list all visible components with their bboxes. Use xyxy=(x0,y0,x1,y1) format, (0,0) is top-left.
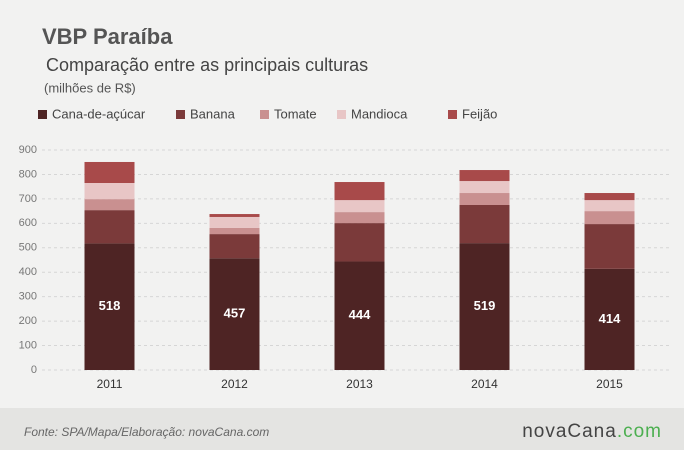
value-label: 457 xyxy=(224,306,246,321)
bar-segment xyxy=(334,182,385,201)
bar-segment xyxy=(584,193,635,201)
bar-segment xyxy=(334,261,385,370)
bar-segment xyxy=(584,268,635,370)
chart-title: VBP Paraíba xyxy=(42,24,173,49)
bar-segment xyxy=(584,211,635,225)
bar-segment xyxy=(459,170,510,182)
y-tick-label: 0 xyxy=(31,364,37,376)
legend-label: Mandioca xyxy=(351,106,408,121)
bar-segment xyxy=(584,224,635,269)
y-tick-label: 600 xyxy=(19,217,37,229)
x-tick-label: 2015 xyxy=(596,377,623,391)
logo-part: .com xyxy=(617,421,662,442)
y-tick-label: 200 xyxy=(19,315,37,327)
legend-label: Cana-de-açúcar xyxy=(52,106,146,121)
bar-segment xyxy=(84,243,135,370)
y-tick-label: 800 xyxy=(19,168,37,180)
y-tick-label: 300 xyxy=(19,291,37,303)
legend-label: Tomate xyxy=(274,106,317,121)
bar-segment xyxy=(84,161,135,183)
legend-label: Feijão xyxy=(462,106,497,121)
footer-band xyxy=(0,408,684,450)
bar-segment xyxy=(209,214,260,217)
bar-segment xyxy=(209,216,260,228)
y-tick-label: 100 xyxy=(19,339,37,351)
legend-swatch xyxy=(176,110,185,119)
x-tick-label: 2014 xyxy=(471,377,498,391)
legend-swatch xyxy=(448,110,457,119)
legend-swatch xyxy=(260,110,269,119)
chart-subtitle: Comparação entre as principais culturas xyxy=(46,55,368,75)
y-tick-label: 400 xyxy=(19,266,37,278)
bar-segment xyxy=(209,227,260,235)
legend-swatch xyxy=(337,110,346,119)
y-tick-label: 700 xyxy=(19,193,37,205)
x-tick-label: 2011 xyxy=(97,377,123,391)
bar-segment xyxy=(84,199,135,211)
bar-segment xyxy=(334,223,385,262)
bar-segment xyxy=(459,193,510,205)
bar-segment xyxy=(84,210,135,244)
x-tick-label: 2012 xyxy=(221,377,248,391)
value-label: 414 xyxy=(599,311,621,326)
x-tick-label: 2013 xyxy=(346,377,373,391)
bar-segment xyxy=(459,243,510,370)
y-tick-label: 500 xyxy=(19,242,37,254)
logo: novaCana.com xyxy=(522,421,662,442)
bar-segment xyxy=(334,200,385,213)
logo-part: Cana xyxy=(567,421,616,442)
bar-segment xyxy=(459,181,510,194)
value-label: 518 xyxy=(99,298,121,313)
bar-segment xyxy=(209,258,260,370)
y-tick-label: 900 xyxy=(19,144,37,156)
value-label: 519 xyxy=(474,298,496,313)
unit-label: (milhões de R$) xyxy=(44,80,136,95)
bar-segment xyxy=(584,200,635,212)
logo-part: nova xyxy=(522,421,567,442)
bar-segment xyxy=(209,234,260,259)
bar-segment xyxy=(84,183,135,200)
source: Fonte: SPA/Mapa/Elaboração: novaCana.com xyxy=(24,425,269,439)
bar-segment xyxy=(334,212,385,224)
legend-label: Banana xyxy=(190,106,236,121)
bar-segment xyxy=(459,205,510,244)
value-label: 444 xyxy=(349,307,371,322)
legend-swatch xyxy=(38,110,47,119)
